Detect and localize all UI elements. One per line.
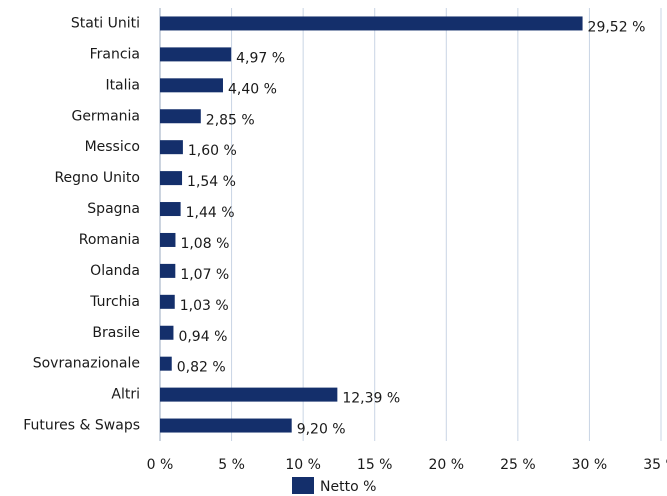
y-tick-label: Messico [85,139,140,155]
legend-label: Netto % [320,479,376,495]
bar [160,418,292,433]
value-label: 4,97 % [236,50,285,66]
y-tick-label: Turchia [89,294,140,310]
bar [160,387,338,402]
y-tick-label: Altri [111,387,140,403]
value-label: 0,94 % [178,329,227,345]
y-tick-label: Futures & Swaps [23,418,140,434]
x-tick-label: 0 % [147,457,174,473]
x-tick-label: 30 % [572,457,608,473]
bar [160,78,223,93]
y-tick-label: Stati Uniti [71,15,140,31]
y-tick-label: Olanda [90,263,140,279]
value-label: 0,82 % [177,360,226,376]
bar [160,140,183,155]
bar [160,47,232,62]
bar [160,356,172,371]
x-tick-label: 35 % [643,457,667,473]
y-tick-label: Spagna [87,201,140,217]
bar [160,109,201,124]
value-label: 1,07 % [180,267,229,283]
value-label: 1,44 % [186,205,235,221]
value-label: 12,39 % [342,391,400,407]
value-label: 2,85 % [206,112,255,128]
bar [160,294,175,309]
value-label: 1,60 % [188,143,237,159]
bar [160,171,183,186]
y-tick-label: Germania [71,108,140,124]
y-tick-label: Regno Unito [54,170,140,186]
value-label: 1,03 % [180,298,229,314]
value-label: 1,08 % [180,236,229,252]
bar [160,263,176,278]
x-tick-label: 20 % [428,457,464,473]
x-tick-label: 10 % [285,457,321,473]
value-label: 4,40 % [228,81,277,97]
bar [160,202,181,217]
x-tick-label: 25 % [500,457,536,473]
y-tick-label: Sovranazionale [33,356,140,372]
y-tick-label: Francia [90,46,140,62]
legend-swatch [292,477,314,494]
y-tick-label: Brasile [92,325,140,341]
x-tick-label: 15 % [357,457,393,473]
value-label: 29,52 % [588,19,646,35]
x-tick-label: 5 % [218,457,245,473]
bar [160,16,583,31]
bar [160,232,176,247]
y-tick-label: Romania [79,232,140,248]
bar [160,325,174,340]
y-tick-label: Italia [105,77,140,93]
value-label: 1,54 % [187,174,236,190]
value-label: 9,20 % [297,422,346,438]
